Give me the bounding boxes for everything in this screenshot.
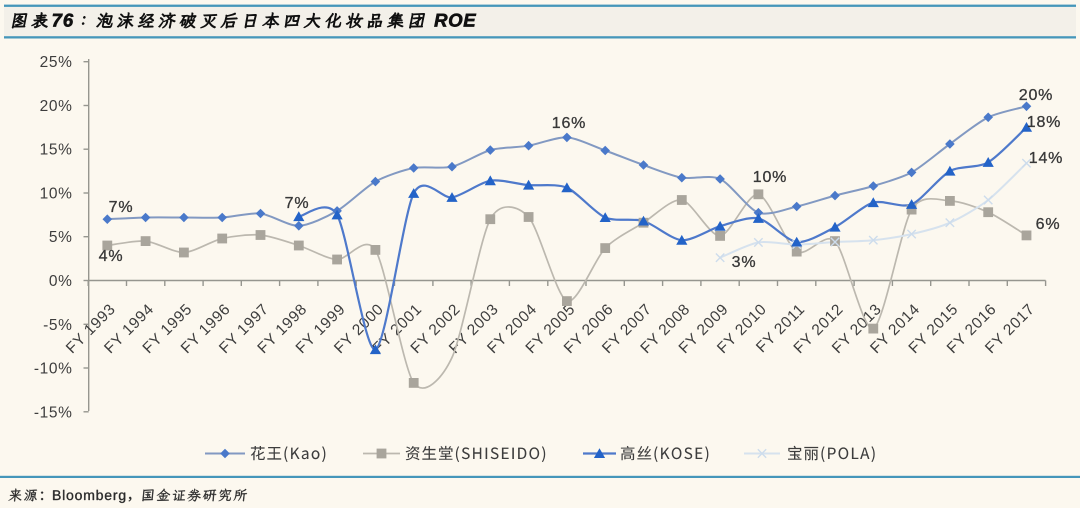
svg-text:10%: 10% bbox=[40, 186, 73, 203]
svg-text:3%: 3% bbox=[732, 254, 757, 271]
svg-text:15%: 15% bbox=[40, 142, 73, 159]
svg-text:-10%: -10% bbox=[34, 361, 73, 378]
svg-text:-15%: -15% bbox=[34, 404, 73, 421]
svg-text:10%: 10% bbox=[753, 169, 787, 186]
svg-text:0%: 0% bbox=[49, 273, 73, 290]
svg-text:5%: 5% bbox=[49, 229, 73, 246]
svg-text:7%: 7% bbox=[109, 199, 134, 216]
svg-text:16%: 16% bbox=[552, 115, 586, 132]
svg-text:18%: 18% bbox=[1027, 114, 1061, 131]
svg-text:7%: 7% bbox=[285, 195, 310, 212]
svg-text:25%: 25% bbox=[40, 54, 73, 71]
svg-text:6%: 6% bbox=[1036, 216, 1061, 233]
svg-text:14%: 14% bbox=[1029, 150, 1063, 167]
svg-text:4%: 4% bbox=[99, 248, 124, 265]
svg-text:20%: 20% bbox=[40, 98, 73, 115]
svg-text:-5%: -5% bbox=[43, 317, 72, 334]
svg-text:20%: 20% bbox=[1019, 87, 1053, 104]
